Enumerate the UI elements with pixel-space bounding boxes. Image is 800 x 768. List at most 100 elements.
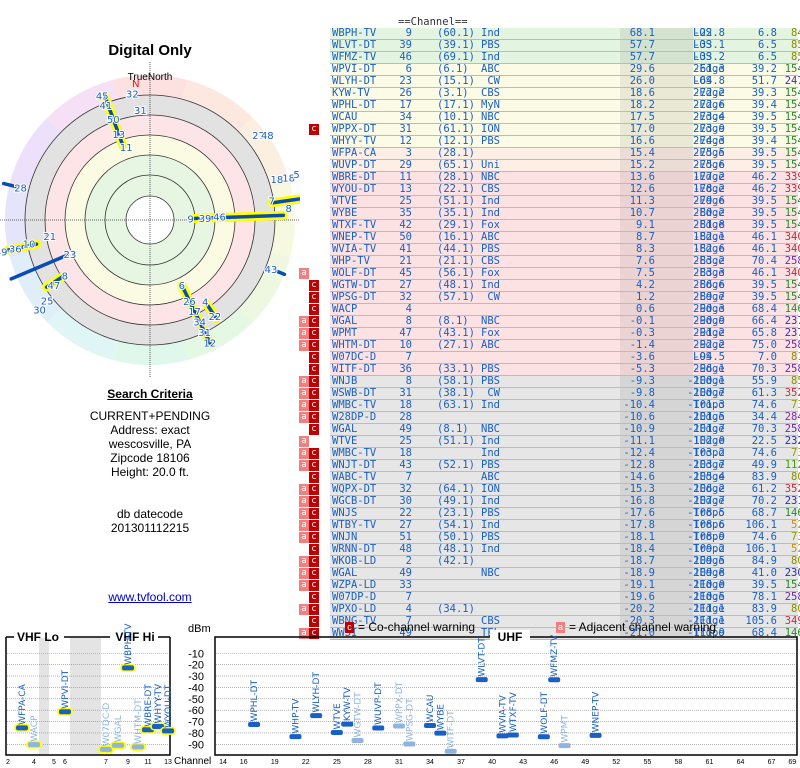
cell-dist: 68.4 bbox=[751, 627, 777, 639]
cell-netwk: PBS bbox=[481, 507, 500, 519]
adjacent-channel-warning-icon: a bbox=[299, 268, 309, 279]
cell-dist: 46.2 bbox=[751, 171, 777, 183]
cell-real: 32 bbox=[399, 291, 412, 303]
polar-azimuth-plot: TrueNorthN454150131132312748281818517728… bbox=[0, 62, 300, 378]
cell-real: 30 bbox=[399, 495, 412, 507]
station-marker bbox=[392, 723, 405, 729]
channel-signal-chart: -10-20-30-40-50-60-70-80-90 dBm Channel VHF… bbox=[5, 623, 798, 767]
cell-path: 2Edge bbox=[693, 423, 725, 435]
cell-true: 247° bbox=[784, 75, 800, 87]
cell-path: 2Edge bbox=[693, 87, 725, 99]
cell-pwr: -109.2 bbox=[687, 543, 725, 555]
cell-nm: -20.3 bbox=[623, 615, 655, 627]
nm-column-shade bbox=[620, 472, 693, 483]
cell-real: 6 bbox=[405, 63, 412, 75]
cell-dist: 6.8 bbox=[758, 27, 777, 39]
co-channel-warning-icon: c bbox=[309, 448, 319, 459]
x-tick-label: 9 bbox=[126, 759, 130, 766]
polar-channel-label: 25 bbox=[41, 296, 54, 307]
cell-pwr: -110.5 bbox=[687, 591, 725, 603]
cell-virt: (52.1) bbox=[437, 459, 475, 471]
cell-virt: (17.1) bbox=[437, 99, 475, 111]
polar-channel-label: 17 bbox=[188, 307, 201, 318]
nm-column-shade bbox=[620, 604, 693, 615]
adjacent-channel-warning-icon: a bbox=[299, 400, 309, 411]
channel-group-header: ==Channel== bbox=[398, 16, 468, 28]
table-row: acWPXO-LD4(34.1)-20.2-111.12Edge83.980°(… bbox=[290, 604, 800, 616]
nm-column-shade bbox=[620, 532, 693, 543]
row-cells: WNEP-TV50(16.1)ABC8.7-82.11Edge46.1340°(… bbox=[330, 232, 800, 244]
x-tick-label: 34 bbox=[426, 759, 434, 766]
cell-pwr: -75.5 bbox=[693, 147, 725, 159]
cell-virt: (3.1) bbox=[437, 87, 469, 99]
cell-real: 2 bbox=[405, 555, 412, 567]
cell-nm: -17.8 bbox=[623, 519, 655, 531]
cell-nm: 0.6 bbox=[636, 303, 655, 315]
cell-netwk: CBS bbox=[481, 615, 500, 627]
cell-real: 7 bbox=[405, 615, 412, 627]
cell-callsign: WGAL bbox=[332, 423, 358, 435]
cell-path: 2Edge bbox=[693, 207, 725, 219]
x-tick-label: 31 bbox=[395, 759, 403, 766]
cell-callsign: WLYH-DT bbox=[332, 75, 377, 87]
cell-dist: 74.6 bbox=[751, 399, 777, 411]
station-direction-line bbox=[9, 253, 69, 281]
cell-true: 237° bbox=[784, 315, 800, 327]
cell-real: 22 bbox=[399, 507, 412, 519]
cell-nm: -17.6 bbox=[623, 507, 655, 519]
row-cells: WYBE35(35.1)Ind10.7-80.22Edge39.5154°(16… bbox=[330, 207, 800, 220]
co-channel-warning-icon: c bbox=[309, 376, 319, 387]
cell-dist: 51.7 bbox=[751, 75, 777, 87]
cell-virt: (23.1) bbox=[437, 507, 475, 519]
cell-callsign: WMBC-TV bbox=[332, 447, 377, 459]
nm-column-shade bbox=[620, 208, 693, 219]
table-row: a c WQPX-DT 32 (64.1) ION -15.3 -106.2 2Edge 61.2… bbox=[290, 484, 800, 496]
cell-netwk: Ind bbox=[481, 207, 500, 219]
cell-path: Tropo bbox=[693, 531, 725, 543]
cell-dist: 70.4 bbox=[751, 255, 777, 267]
cell-dist: 55.9 bbox=[751, 375, 777, 387]
cell-netwk: CBS bbox=[481, 183, 500, 195]
nm-column-shade bbox=[620, 568, 693, 579]
cell-real: 18 bbox=[399, 399, 412, 411]
table-row: c WRNN-DT 48 (48.1) Ind -18.4 -109.2 Tropo 106.1… bbox=[290, 543, 800, 556]
cell-dist: 39.3 bbox=[751, 87, 777, 99]
cell-pwr: -110.0 bbox=[687, 579, 725, 591]
co-channel-warning-icon: c bbox=[309, 412, 319, 423]
cell-real: 4 bbox=[405, 303, 412, 315]
station-label: WLVT-DT bbox=[478, 637, 488, 677]
cell-nm: 16.6 bbox=[629, 135, 655, 147]
station-label: WVIA-TV bbox=[498, 694, 508, 733]
nm-column-shade bbox=[620, 412, 693, 423]
nm-column-shade bbox=[620, 52, 693, 63]
cell-dist: 39.2 bbox=[751, 63, 777, 75]
station-direction-line bbox=[44, 275, 65, 289]
criteria-line: Address: exact bbox=[110, 423, 190, 437]
cell-pwr: -78.2 bbox=[693, 183, 725, 195]
cell-real: 33 bbox=[399, 579, 412, 591]
co-channel-warning-icon: c bbox=[309, 520, 319, 531]
cell-virt: (60.1) bbox=[437, 27, 475, 39]
co-channel-warning-icon: c bbox=[309, 472, 319, 483]
cell-pwr: -103.2 bbox=[687, 447, 725, 459]
cell-callsign: WACP bbox=[332, 303, 358, 315]
co-channel-warning-icon: c bbox=[309, 508, 319, 519]
station-marker bbox=[496, 733, 509, 739]
cell-nm: 18.2 bbox=[629, 99, 655, 111]
polar-channel-label: 27 bbox=[252, 131, 265, 142]
polar-channel-label: 43 bbox=[265, 265, 278, 276]
y-tick-label: -30 bbox=[188, 671, 204, 683]
cell-pwr: -101.3 bbox=[687, 399, 725, 411]
adjacent-channel-warning-icon: a bbox=[299, 532, 309, 543]
nm-column-shade bbox=[620, 256, 693, 267]
cell-path: 1Edge bbox=[693, 435, 725, 447]
adjacent-channel-warning-icon: a bbox=[299, 460, 309, 471]
row-cells: WRNN-DT 48 (48.1) Ind -18.4 -109.2 Tropo 106.1 5… bbox=[330, 543, 800, 556]
tvfool-link[interactable]: www.tvfool.com bbox=[108, 590, 192, 604]
adjacent-channel-warning-icon: a bbox=[299, 376, 309, 387]
x-tick-label: 40 bbox=[488, 759, 496, 766]
